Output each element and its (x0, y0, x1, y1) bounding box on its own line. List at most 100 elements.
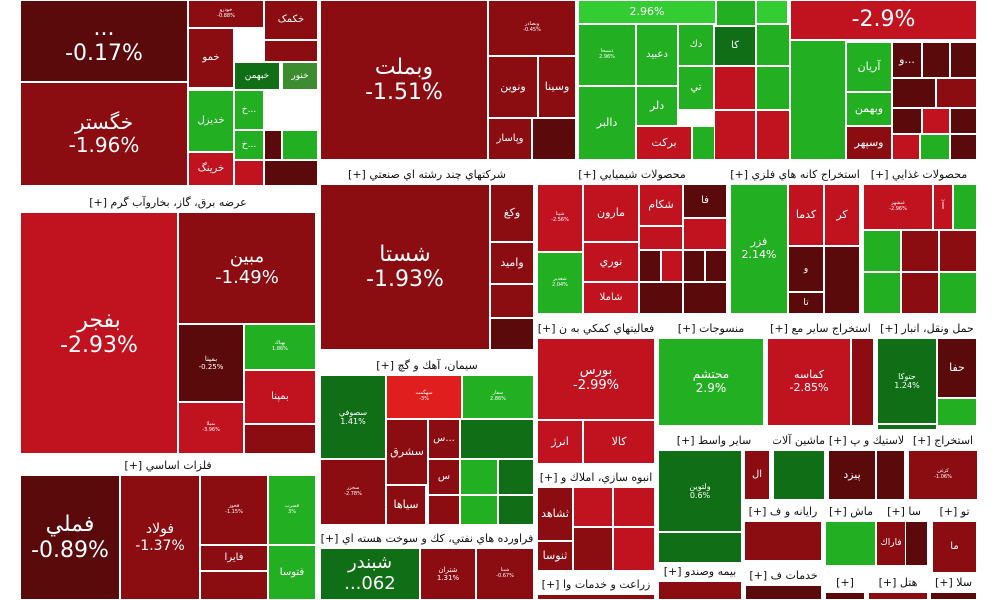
sector-header[interactable]: تو [+] (932, 503, 977, 521)
treemap-cell[interactable] (937, 398, 977, 426)
sector-header[interactable]: محصولات غذايي [+] (863, 166, 975, 184)
sector-header[interactable]: منسوجات [+] (658, 320, 764, 338)
treemap-cell[interactable] (876, 450, 905, 500)
stock-tile[interactable]: س... (428, 419, 460, 459)
treemap-cell[interactable] (613, 527, 655, 571)
treemap-cell[interactable] (200, 571, 268, 600)
treemap-cell[interactable] (892, 108, 922, 134)
sector-header[interactable]: ساير واسط [+] (658, 432, 770, 450)
stock-tile[interactable]: واميد (490, 242, 534, 284)
sector-header[interactable]: [+] (825, 574, 865, 592)
treemap-cell[interactable] (901, 230, 939, 272)
treemap-cell[interactable] (824, 246, 860, 314)
stock-tile[interactable]: دلر (636, 86, 678, 126)
stock-tile[interactable]: كالا (583, 420, 655, 464)
treemap-cell[interactable] (892, 78, 936, 108)
stock-tile[interactable]: مارون (583, 184, 639, 242)
stock-tile[interactable]: كزغن -1.06% (908, 450, 978, 500)
stock-tile[interactable]: آ (933, 184, 953, 230)
sector-header[interactable]: ماشين آلات [+] (773, 432, 825, 450)
sector-header[interactable]: استخراج ساير مع [+] (767, 320, 874, 338)
stock-tile[interactable]: خ... (234, 90, 264, 130)
stock-tile[interactable]: خبهمن (234, 62, 280, 90)
sector-header[interactable]: سلا [+] (930, 574, 977, 592)
stock-tile[interactable]: انرژ (537, 420, 583, 464)
treemap-cell[interactable] (868, 592, 928, 600)
sector-header[interactable]: زراعت و خدمات وا [+] (537, 576, 655, 594)
stock-tile[interactable]: وبملت -1.51% (320, 0, 488, 160)
sector-header[interactable]: عرضه برق، گاز، بخاروآب گرم [+] (20, 194, 316, 212)
treemap-cell[interactable] (264, 160, 318, 186)
stock-tile[interactable]: بمپنا -0.25% (178, 324, 244, 402)
stock-tile[interactable]: بورس -2.99% (537, 338, 655, 420)
stock-tile[interactable]: شكام (639, 184, 683, 226)
stock-tile[interactable]: شغدير 2.04% (537, 252, 583, 314)
stock-tile[interactable]: فتوسا (268, 545, 316, 600)
stock-tile[interactable]: و (788, 246, 824, 292)
treemap-cell[interactable] (950, 42, 977, 78)
stock-tile[interactable]: سفار 2.86% (462, 375, 534, 419)
stock-tile[interactable]: دسبحا 2.96% (578, 24, 636, 86)
treemap-cell[interactable] (756, 66, 790, 110)
treemap-cell[interactable] (639, 250, 661, 282)
treemap-cell[interactable] (460, 419, 534, 459)
treemap-cell[interactable] (705, 250, 727, 282)
stock-tile[interactable]: كر (824, 184, 860, 246)
stock-tile[interactable]: 2.96% (578, 0, 716, 24)
stock-tile[interactable]: ثشاهد (537, 487, 573, 541)
treemap-cell[interactable] (756, 110, 790, 160)
stock-tile[interactable]: فخوز -1.15% (200, 475, 268, 545)
stock-tile[interactable]: خودرو -0.88% (188, 0, 264, 28)
sector-header[interactable]: لاستيك و پ [+] (828, 432, 905, 450)
treemap-cell[interactable] (922, 42, 950, 78)
treemap-cell[interactable] (892, 134, 920, 160)
treemap-cell[interactable] (773, 450, 825, 500)
treemap-cell[interactable] (244, 424, 316, 454)
sector-header[interactable]: حمل ونقل، انبار [+] (877, 320, 977, 338)
sector-header[interactable]: رايانه و ف [+] (744, 503, 822, 521)
sector-header[interactable]: خدمات ف [+] (745, 567, 822, 585)
stock-tile[interactable]: وپاسار (488, 118, 532, 160)
sector-header[interactable]: فراورده هاي نفتي، كك و سوخت هسته اي [+] (320, 530, 534, 548)
stock-tile[interactable]: ... -0.17% (20, 0, 188, 82)
stock-tile[interactable]: خگستر -1.96% (20, 82, 188, 186)
treemap-cell[interactable] (692, 126, 716, 160)
stock-tile[interactable]: فايرا (200, 545, 268, 571)
treemap-cell[interactable] (532, 118, 576, 160)
treemap-cell[interactable] (264, 40, 318, 62)
treemap-cell[interactable] (851, 338, 874, 426)
sector-header[interactable]: ماش [+] (825, 503, 877, 521)
treemap-cell[interactable] (901, 272, 939, 314)
stock-tile[interactable]: شتران 1.31% (420, 548, 476, 600)
treemap-cell[interactable] (639, 226, 683, 250)
treemap-cell[interactable] (460, 495, 498, 525)
stock-tile[interactable]: پيزد (828, 450, 876, 500)
stock-tile[interactable]: ولتوين 0.6% (658, 450, 742, 532)
treemap-cell[interactable] (264, 130, 282, 160)
treemap-cell[interactable] (939, 272, 977, 314)
treemap-cell[interactable] (863, 230, 901, 272)
treemap-cell[interactable] (714, 66, 756, 110)
stock-tile[interactable]: ما (932, 521, 977, 573)
treemap-cell[interactable] (939, 230, 977, 272)
sector-header[interactable]: سيمان، آهك و گچ [+] (320, 357, 534, 375)
stock-tile[interactable]: بهپاك 1.86% (244, 324, 316, 370)
treemap-cell[interactable] (490, 318, 534, 350)
stock-tile[interactable]: بركت (636, 126, 692, 160)
stock-tile[interactable]: خ... (234, 130, 264, 160)
treemap-cell[interactable] (498, 495, 534, 525)
treemap-cell[interactable] (756, 0, 788, 24)
treemap-cell[interactable] (282, 130, 318, 160)
stock-tile[interactable]: كدما (788, 184, 824, 246)
treemap-cell[interactable] (716, 0, 756, 26)
stock-tile[interactable]: فسرب 3% (268, 475, 316, 545)
treemap-cell[interactable] (825, 592, 865, 600)
stock-tile[interactable]: شبنا -0.67% (476, 548, 534, 600)
stock-tile[interactable]: شپنا -2.56% (537, 184, 583, 252)
treemap-cell[interactable] (825, 521, 876, 566)
treemap-cell[interactable] (661, 250, 683, 282)
sector-header[interactable]: استخراج كانه هاي فلزي [+] (730, 166, 860, 184)
stock-tile[interactable]: خکمک (264, 0, 318, 40)
treemap-cell[interactable] (714, 110, 756, 160)
sector-header[interactable]: فلزات اساسي [+] (20, 457, 316, 475)
